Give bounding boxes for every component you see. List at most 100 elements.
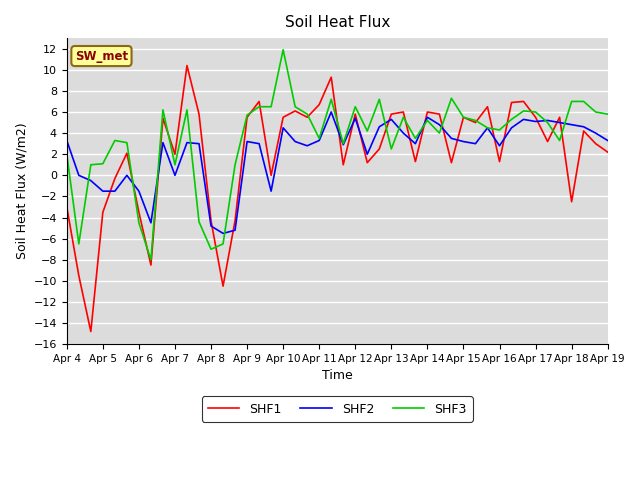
SHF2 [460, 139, 467, 144]
SHF1 [520, 98, 527, 104]
SHF2 [508, 125, 515, 131]
SHF1 [171, 151, 179, 157]
SHF1 [291, 108, 299, 114]
Title: Soil Heat Flux: Soil Heat Flux [285, 15, 390, 30]
SHF1 [508, 100, 515, 106]
SHF3 [123, 140, 131, 145]
SHF3 [195, 219, 203, 225]
SHF2 [291, 139, 299, 144]
SHF1 [412, 159, 419, 165]
SHF3 [328, 96, 335, 102]
SHF2 [399, 130, 407, 136]
SHF1 [183, 63, 191, 69]
SHF2 [316, 138, 323, 144]
SHF1 [63, 204, 70, 210]
SHF3 [592, 109, 600, 115]
SHF3 [243, 112, 251, 118]
SHF2 [268, 188, 275, 194]
Y-axis label: Soil Heat Flux (W/m2): Soil Heat Flux (W/m2) [15, 123, 28, 260]
SHF1 [472, 120, 479, 125]
SHF3 [532, 109, 540, 115]
SHF3 [376, 96, 383, 102]
SHF2 [63, 138, 70, 144]
Legend: SHF1, SHF2, SHF3: SHF1, SHF2, SHF3 [202, 396, 473, 422]
SHF3 [544, 120, 552, 125]
SHF3 [472, 118, 479, 123]
SHF2 [544, 118, 552, 123]
SHF2 [387, 117, 395, 122]
SHF1 [436, 111, 444, 117]
SHF1 [495, 159, 503, 165]
SHF2 [556, 120, 563, 125]
SHF1 [447, 160, 455, 166]
SHF2 [520, 117, 527, 122]
SHF3 [99, 161, 107, 167]
SHF1 [303, 114, 311, 120]
SHF2 [339, 142, 347, 147]
SHF1 [399, 109, 407, 115]
SHF1 [123, 150, 131, 156]
SHF2 [495, 143, 503, 149]
SHF3 [399, 114, 407, 120]
SHF1 [220, 283, 227, 289]
SHF2 [243, 139, 251, 144]
SHF2 [75, 172, 83, 178]
SHF1 [268, 172, 275, 178]
SHF3 [412, 135, 419, 141]
SHF3 [147, 257, 155, 263]
SHF2 [135, 188, 143, 194]
SHF3 [87, 162, 95, 168]
SHF3 [111, 138, 118, 144]
SHF1 [556, 114, 563, 120]
SHF1 [243, 114, 251, 120]
SHF1 [351, 111, 359, 117]
SHF2 [171, 172, 179, 178]
SHF2 [147, 220, 155, 226]
SHF3 [135, 220, 143, 226]
SHF1 [316, 102, 323, 108]
Text: SW_met: SW_met [75, 49, 128, 62]
SHF1 [568, 199, 575, 204]
SHF1 [99, 209, 107, 215]
SHF1 [424, 109, 431, 115]
SHF3 [604, 111, 612, 117]
SHF1 [532, 114, 540, 120]
SHF3 [268, 104, 275, 109]
SHF2 [472, 141, 479, 146]
SHF2 [123, 172, 131, 178]
SHF3 [387, 146, 395, 152]
Line: SHF2: SHF2 [67, 112, 608, 233]
X-axis label: Time: Time [322, 370, 353, 383]
SHF2 [255, 141, 263, 146]
SHF1 [376, 146, 383, 152]
SHF1 [87, 329, 95, 335]
SHF2 [424, 114, 431, 120]
Line: SHF3: SHF3 [67, 50, 608, 260]
SHF2 [364, 151, 371, 157]
SHF3 [220, 241, 227, 247]
SHF2 [195, 141, 203, 146]
SHF3 [303, 111, 311, 117]
SHF2 [484, 125, 492, 131]
SHF3 [279, 47, 287, 53]
SHF2 [111, 188, 118, 194]
SHF3 [568, 98, 575, 104]
SHF1 [75, 273, 83, 278]
SHF1 [604, 149, 612, 155]
SHF1 [364, 160, 371, 166]
SHF2 [328, 109, 335, 115]
SHF3 [207, 246, 215, 252]
SHF2 [351, 116, 359, 121]
SHF1 [195, 111, 203, 117]
SHF1 [339, 162, 347, 168]
SHF3 [171, 162, 179, 168]
SHF3 [316, 135, 323, 141]
SHF3 [63, 151, 70, 157]
SHF1 [231, 218, 239, 224]
SHF1 [159, 116, 167, 121]
SHF3 [183, 107, 191, 113]
SHF3 [159, 107, 167, 113]
SHF2 [604, 138, 612, 144]
SHF2 [532, 119, 540, 124]
SHF3 [364, 128, 371, 134]
